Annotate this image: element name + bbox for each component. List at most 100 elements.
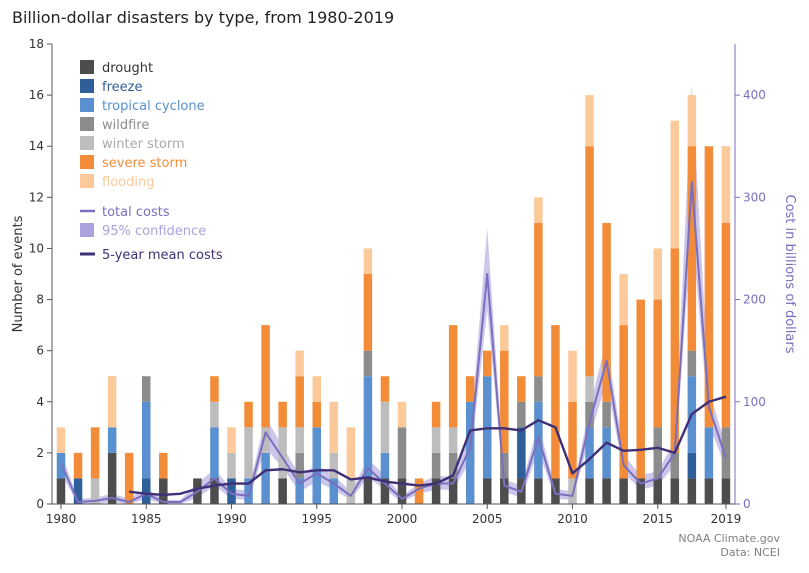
bar-flooding-2016 bbox=[670, 120, 680, 249]
bar-tropical-cyclone-1998 bbox=[363, 376, 373, 479]
bar-severe-storm-2002 bbox=[431, 401, 441, 428]
bar-wildfire-2006 bbox=[500, 452, 509, 479]
bar-winter-storm-1991 bbox=[244, 427, 253, 479]
bar-severe-storm-2001 bbox=[414, 478, 424, 504]
bar-drought-1983 bbox=[107, 452, 117, 504]
legend-swatch-confidence bbox=[80, 223, 94, 237]
bar-winter-storm-2003 bbox=[448, 427, 458, 453]
bar-wildfire-2016 bbox=[670, 452, 680, 479]
ticks-layer: 0 2 4 6 8 10 12 14 16 18 0 100 200 300 400 1980 1985 1990… bbox=[29, 37, 766, 526]
bar-wildfire-2008 bbox=[534, 376, 543, 402]
bar-flooding-1983 bbox=[107, 376, 117, 428]
bar-drought-2000 bbox=[397, 478, 407, 504]
bar-drought-2015 bbox=[653, 478, 662, 504]
bar-wildfire-2017 bbox=[687, 350, 697, 377]
bar-severe-storm-2013 bbox=[619, 325, 628, 479]
bar-drought-1993 bbox=[278, 478, 287, 504]
bar-drought-2017 bbox=[687, 478, 697, 504]
y-left-tick-label: 16 bbox=[29, 88, 44, 102]
bar-severe-storm-1981 bbox=[73, 452, 83, 479]
bar-flooding-2008 bbox=[534, 197, 543, 223]
bar-wildfire-2015 bbox=[653, 427, 662, 479]
y-left-tick-label: 8 bbox=[36, 293, 44, 307]
legend-label-wildfire: wildfire bbox=[102, 118, 149, 133]
bar-drought-1999 bbox=[380, 478, 390, 504]
bar-winter-storm-1982 bbox=[90, 478, 100, 504]
bar-tropical-cyclone-1985 bbox=[142, 401, 151, 479]
bar-winter-storm-2010 bbox=[568, 478, 577, 504]
legend-swatch-winter-storm bbox=[80, 136, 94, 150]
bar-flooding-2010 bbox=[568, 350, 577, 402]
legend-label-winter-storm: winter storm bbox=[102, 137, 185, 152]
bar-winter-storm-1993 bbox=[278, 427, 287, 479]
line-total-costs bbox=[60, 181, 727, 503]
y-left-tick-label: 2 bbox=[36, 446, 44, 460]
bar-drought-1989 bbox=[210, 478, 219, 504]
x-tick-label: 2019 bbox=[711, 512, 742, 526]
bar-drought-2014 bbox=[636, 478, 645, 504]
bar-drought-1986 bbox=[159, 478, 168, 504]
x-tick-label: 1995 bbox=[301, 512, 332, 526]
x-tick-label: 2010 bbox=[557, 512, 588, 526]
bar-severe-storm-1999 bbox=[380, 376, 390, 402]
bar-severe-storm-2010 bbox=[568, 401, 577, 479]
credit-source: NOAA Climate.gov bbox=[678, 532, 780, 545]
bar-severe-storm-2003 bbox=[448, 325, 458, 428]
bar-flooding-1998 bbox=[363, 248, 373, 274]
bar-flooding-1995 bbox=[312, 376, 321, 402]
bar-tropical-cyclone-1996 bbox=[329, 478, 339, 504]
bar-flooding-2013 bbox=[619, 274, 628, 326]
legend-swatch-flooding bbox=[80, 174, 94, 188]
chart-title: Billion-dollar disasters by type, from 1… bbox=[12, 8, 395, 27]
bar-flooding-2015 bbox=[653, 248, 662, 300]
bar-winter-storm-2011 bbox=[585, 376, 594, 402]
y-right-tick-label: 100 bbox=[743, 395, 766, 409]
bar-flooding-2000 bbox=[397, 401, 407, 428]
bar-tropical-cyclone-2018 bbox=[704, 427, 714, 479]
bar-tropical-cyclone-1991 bbox=[244, 478, 253, 504]
bar-drought-2006 bbox=[500, 478, 509, 504]
bar-drought-2008 bbox=[534, 478, 543, 504]
bar-freeze-1981 bbox=[73, 478, 83, 504]
bar-wildfire-2002 bbox=[431, 452, 441, 479]
bar-winter-storm-2002 bbox=[431, 427, 441, 453]
bar-tropical-cyclone-1980 bbox=[56, 452, 66, 479]
bar-flooding-2011 bbox=[585, 95, 594, 147]
bar-drought-2002 bbox=[431, 478, 441, 504]
bar-drought-2013 bbox=[619, 478, 628, 504]
bar-drought-2005 bbox=[483, 478, 492, 504]
bar-winter-storm-1997 bbox=[346, 478, 356, 504]
bar-flooding-1990 bbox=[227, 427, 236, 453]
bar-wildfire-2012 bbox=[602, 401, 611, 428]
bar-tropical-cyclone-2012 bbox=[602, 427, 611, 479]
bar-wildfire-1994 bbox=[295, 452, 304, 479]
line-5-year-mean-costs bbox=[129, 395, 727, 496]
bar-freeze-1985 bbox=[142, 478, 151, 504]
bar-winter-storm-1994 bbox=[295, 427, 304, 453]
bar-severe-storm-1986 bbox=[159, 452, 168, 479]
y-left-tick-label: 6 bbox=[36, 344, 44, 358]
y-right-tick-label: 300 bbox=[743, 190, 766, 204]
y-axis-left-title: Number of events bbox=[11, 215, 26, 332]
legend-label-severe-storm: severe storm bbox=[102, 156, 187, 171]
bar-drought-2011 bbox=[585, 478, 594, 504]
bar-freeze-2007 bbox=[517, 427, 526, 479]
bar-flooding-2019 bbox=[721, 146, 731, 223]
bar-severe-storm-1998 bbox=[363, 274, 373, 351]
bar-severe-storm-2015 bbox=[653, 299, 662, 428]
bar-tropical-cyclone-1989 bbox=[210, 427, 219, 479]
bar-severe-storm-2006 bbox=[500, 350, 509, 453]
bar-severe-storm-2016 bbox=[670, 248, 680, 453]
bar-severe-storm-2017 bbox=[687, 146, 697, 351]
legend-label-5-year-mean: 5-year mean costs bbox=[102, 248, 223, 263]
bar-drought-2018 bbox=[704, 478, 714, 504]
bars-layer bbox=[56, 95, 731, 504]
bar-severe-storm-2011 bbox=[585, 146, 594, 377]
bar-drought-1980 bbox=[56, 478, 66, 504]
bar-flooding-1980 bbox=[56, 427, 66, 453]
bar-wildfire-1998 bbox=[363, 350, 373, 377]
bar-severe-storm-2008 bbox=[534, 222, 543, 377]
y-left-tick-label: 10 bbox=[29, 241, 44, 255]
bar-severe-storm-2005 bbox=[483, 350, 492, 377]
bar-winter-storm-1996 bbox=[329, 452, 339, 479]
